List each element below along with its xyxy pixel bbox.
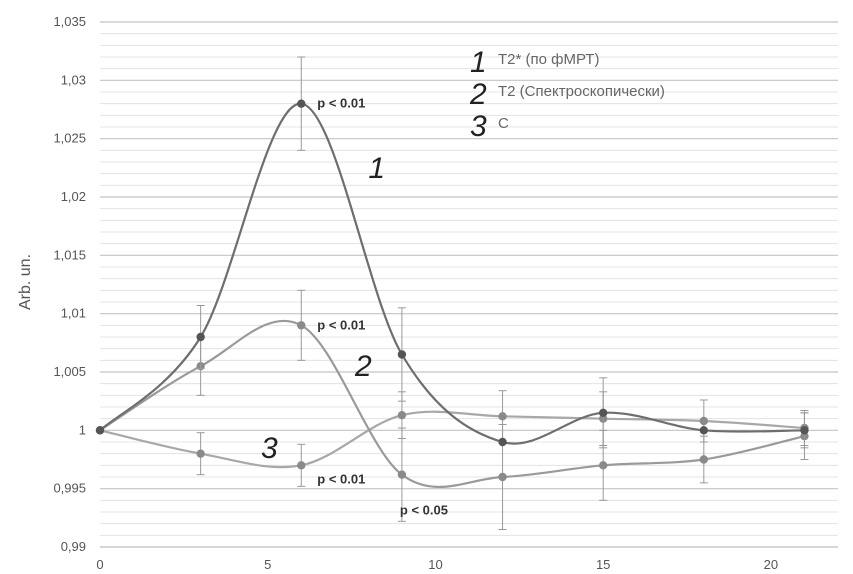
x-tick-label: 20: [764, 557, 778, 572]
data-point: [397, 350, 407, 359]
series-2: [95, 289, 809, 530]
data-point: [397, 410, 407, 420]
data-point: [196, 449, 205, 458]
data-point: [699, 455, 709, 464]
series-line-2: [99, 319, 805, 489]
data-point: [699, 426, 709, 435]
data-point: [598, 408, 608, 418]
data-point: [196, 332, 205, 342]
data-point: [800, 426, 809, 435]
data-point: [297, 99, 306, 108]
p-value-annotation: p < 0.01: [317, 96, 365, 111]
x-axis-ticks: 0 5 10 15 20: [96, 557, 778, 572]
curve-number-label: 1: [368, 152, 385, 185]
p-value-annotation: p < 0.01: [317, 471, 365, 486]
data-point: [498, 437, 507, 447]
data-point: [498, 412, 507, 421]
x-tick-label: 10: [428, 557, 442, 572]
y-tick-label: 1,015: [53, 247, 86, 262]
series-line-3: [99, 410, 805, 469]
series-group: [95, 56, 809, 530]
legend-number: 2: [469, 78, 487, 111]
y-tick-label: 0,99: [61, 539, 86, 554]
y-tick-label: 1,02: [61, 189, 86, 204]
legend-label: T2* (по фМРТ): [498, 51, 599, 68]
y-tick-label: 1,005: [53, 364, 86, 379]
annotations: p < 0.01 p < 0.01 p < 0.01 p < 0.05 1 2 3: [261, 96, 448, 518]
x-tick-label: 5: [264, 557, 271, 572]
y-tick-label: 1,035: [53, 14, 86, 29]
data-point: [297, 321, 306, 330]
series-3: [95, 390, 809, 487]
y-axis-ticks: 0,99 0,995 1 1,005 1,01 1,015 1,02 1,025 1,03 1,0…: [53, 14, 86, 554]
y-tick-label: 1: [79, 422, 86, 437]
data-point: [297, 461, 306, 470]
gridlines: [100, 21, 838, 548]
series-1: [95, 56, 809, 449]
curve-number-label: 2: [354, 350, 372, 383]
y-tick-label: 1,025: [53, 131, 86, 146]
data-point: [598, 461, 608, 470]
legend-number: 3: [470, 110, 487, 143]
data-point: [397, 470, 407, 479]
data-point: [699, 416, 709, 426]
curve-number-label: 3: [261, 432, 278, 465]
x-tick-label: 15: [596, 557, 610, 572]
legend: 1 T2* (по фМРТ) 2 T2 (Спектроскопически) 3 C: [469, 46, 665, 143]
y-axis-label: Arb. un.: [17, 254, 34, 310]
data-point: [95, 426, 105, 435]
y-tick-label: 1,03: [61, 72, 86, 87]
y-tick-label: 1,01: [61, 306, 86, 321]
y-tick-label: 0,995: [53, 481, 86, 496]
p-value-annotation: p < 0.01: [317, 317, 365, 332]
data-point: [498, 472, 507, 482]
legend-label: T2 (Спектроскопически): [498, 83, 665, 100]
legend-number: 1: [470, 46, 487, 79]
legend-label: C: [498, 115, 509, 132]
series-line-1: [99, 102, 805, 445]
x-tick-label: 0: [96, 557, 103, 572]
p-value-annotation: p < 0.05: [400, 503, 448, 518]
